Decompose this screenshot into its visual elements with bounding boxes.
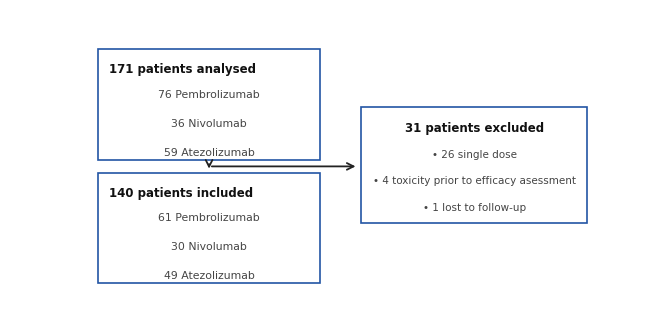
Text: 140 patients included: 140 patients included	[109, 186, 253, 199]
Text: • 1 lost to follow-up: • 1 lost to follow-up	[422, 203, 526, 213]
Text: 59 Atezolizumab: 59 Atezolizumab	[163, 147, 254, 158]
Text: 61 Pembrolizumab: 61 Pembrolizumab	[158, 213, 260, 223]
Text: 76 Pembrolizumab: 76 Pembrolizumab	[158, 90, 260, 100]
Text: • 4 toxicity prior to efficacy asessment: • 4 toxicity prior to efficacy asessment	[373, 177, 576, 186]
Text: 31 patients excluded: 31 patients excluded	[404, 122, 544, 135]
Text: 30 Nivolumab: 30 Nivolumab	[171, 242, 247, 252]
FancyBboxPatch shape	[361, 107, 588, 223]
Text: 36 Nivolumab: 36 Nivolumab	[171, 119, 247, 129]
Text: 49 Atezolizumab: 49 Atezolizumab	[163, 271, 254, 281]
FancyBboxPatch shape	[98, 49, 320, 160]
Text: • 26 single dose: • 26 single dose	[432, 150, 517, 160]
Text: 171 patients analysed: 171 patients analysed	[109, 63, 256, 76]
FancyBboxPatch shape	[98, 173, 320, 284]
